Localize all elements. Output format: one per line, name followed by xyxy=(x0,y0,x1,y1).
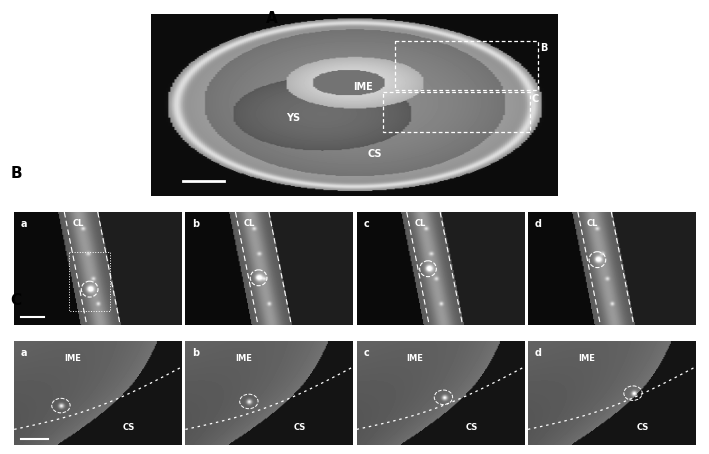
Text: CL: CL xyxy=(244,219,255,228)
Text: B: B xyxy=(11,166,22,181)
Text: CS: CS xyxy=(465,424,477,433)
Text: d: d xyxy=(535,219,542,229)
Text: c: c xyxy=(363,219,369,229)
Text: A: A xyxy=(266,11,278,26)
Text: CL: CL xyxy=(72,219,84,228)
Text: IME: IME xyxy=(578,354,595,363)
Bar xyxy=(383,92,530,132)
Text: B: B xyxy=(540,43,547,53)
Text: CL: CL xyxy=(415,219,426,228)
Text: CL: CL xyxy=(586,219,598,228)
Text: CS: CS xyxy=(123,424,135,433)
Text: d: d xyxy=(535,348,542,358)
Text: a: a xyxy=(21,219,28,229)
Text: IME: IME xyxy=(407,354,423,363)
Text: CS: CS xyxy=(294,424,306,433)
Text: C: C xyxy=(532,94,539,104)
Text: C: C xyxy=(11,293,22,308)
Text: CS: CS xyxy=(637,424,649,433)
Text: IME: IME xyxy=(353,82,372,92)
Text: c: c xyxy=(363,348,369,358)
Bar xyxy=(69,252,110,311)
Text: IME: IME xyxy=(235,354,252,363)
Bar xyxy=(395,41,538,90)
Text: a: a xyxy=(21,348,28,358)
Text: YS: YS xyxy=(286,113,301,123)
Text: CS: CS xyxy=(367,149,382,159)
Text: IME: IME xyxy=(65,354,81,363)
Text: b: b xyxy=(192,348,199,358)
Text: b: b xyxy=(192,219,199,229)
